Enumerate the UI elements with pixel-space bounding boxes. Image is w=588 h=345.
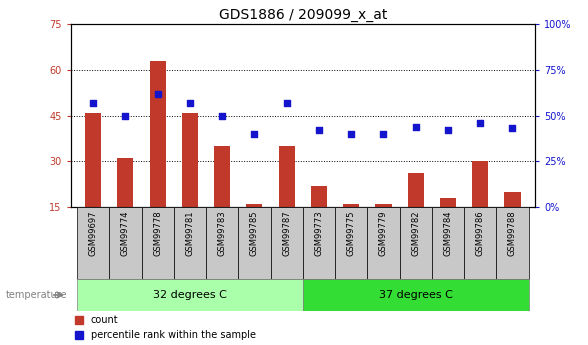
Point bbox=[476, 120, 485, 126]
Bar bbox=[400, 207, 432, 279]
Bar bbox=[85, 112, 101, 207]
Bar bbox=[279, 146, 295, 207]
Bar bbox=[270, 207, 303, 279]
Point bbox=[508, 126, 517, 131]
Text: GSM99773: GSM99773 bbox=[315, 210, 323, 256]
Bar bbox=[174, 207, 206, 279]
Bar bbox=[206, 207, 238, 279]
Bar bbox=[343, 204, 359, 207]
Text: GSM99778: GSM99778 bbox=[153, 210, 162, 256]
Text: GSM99779: GSM99779 bbox=[379, 210, 388, 256]
Bar bbox=[303, 279, 529, 311]
Bar bbox=[118, 158, 133, 207]
Text: GSM99785: GSM99785 bbox=[250, 210, 259, 256]
Point bbox=[153, 91, 162, 96]
Text: GSM99781: GSM99781 bbox=[185, 210, 195, 256]
Bar bbox=[77, 207, 109, 279]
Text: GSM99787: GSM99787 bbox=[282, 210, 291, 256]
Bar bbox=[246, 204, 262, 207]
Bar bbox=[109, 207, 142, 279]
Text: GSM99774: GSM99774 bbox=[121, 210, 130, 256]
Bar bbox=[335, 207, 368, 279]
Bar bbox=[238, 207, 270, 279]
Point bbox=[346, 131, 356, 137]
Title: GDS1886 / 209099_x_at: GDS1886 / 209099_x_at bbox=[219, 8, 387, 22]
Bar bbox=[77, 279, 303, 311]
Text: 37 degrees C: 37 degrees C bbox=[379, 290, 453, 300]
Bar bbox=[303, 207, 335, 279]
Bar bbox=[496, 207, 529, 279]
Text: temperature: temperature bbox=[6, 290, 68, 300]
Point bbox=[282, 100, 292, 106]
Point bbox=[121, 113, 130, 118]
Text: GSM99783: GSM99783 bbox=[218, 210, 227, 256]
Bar bbox=[432, 207, 464, 279]
Text: GSM99782: GSM99782 bbox=[411, 210, 420, 256]
Point bbox=[250, 131, 259, 137]
Bar bbox=[375, 204, 392, 207]
Text: GSM99784: GSM99784 bbox=[443, 210, 453, 256]
Bar bbox=[464, 207, 496, 279]
Bar bbox=[472, 161, 488, 207]
Point bbox=[314, 127, 323, 133]
Point bbox=[88, 100, 98, 106]
Text: GSM99788: GSM99788 bbox=[508, 210, 517, 256]
Point bbox=[443, 127, 453, 133]
Text: GSM99697: GSM99697 bbox=[89, 210, 98, 256]
Point bbox=[185, 100, 195, 106]
Point bbox=[411, 124, 420, 129]
Bar bbox=[142, 207, 174, 279]
Bar bbox=[182, 112, 198, 207]
Bar bbox=[440, 198, 456, 207]
Point bbox=[379, 131, 388, 137]
Bar bbox=[505, 192, 520, 207]
Text: GSM99786: GSM99786 bbox=[476, 210, 485, 256]
Text: GSM99775: GSM99775 bbox=[347, 210, 356, 256]
Text: 32 degrees C: 32 degrees C bbox=[153, 290, 227, 300]
Bar bbox=[368, 207, 400, 279]
Bar bbox=[149, 61, 166, 207]
Bar bbox=[311, 186, 327, 207]
Point bbox=[218, 113, 227, 118]
Legend: count, percentile rank within the sample: count, percentile rank within the sample bbox=[75, 315, 256, 340]
Bar bbox=[214, 146, 230, 207]
Bar bbox=[407, 174, 424, 207]
